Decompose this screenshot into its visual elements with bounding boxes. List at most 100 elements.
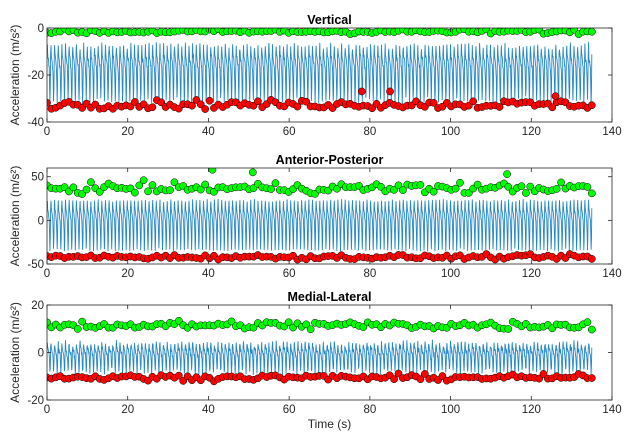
peak-marker [69,183,78,192]
x-tick-label: 0 [44,268,50,280]
plot-area [47,28,596,113]
axes-box [46,304,613,401]
trough-marker [469,97,478,106]
peak-marker [583,318,592,327]
x-tick-label: 20 [121,404,134,416]
peak-marker [451,184,460,193]
outlier-marker [208,168,217,174]
peak-marker [271,179,280,187]
peak-marker [557,178,565,187]
peak-marker [583,183,592,191]
troughs-markers [47,96,596,113]
x-tick-label: 20 [121,268,134,280]
troughs-markers [47,369,596,386]
peaks-markers [47,28,596,38]
trough-marker [548,103,557,112]
peak-marker [587,189,596,198]
x-axis-label: Time (s) [308,417,352,431]
y-tick-label: 0 [38,215,44,227]
peak-marker [473,180,482,189]
x-tick-label: 100 [441,268,460,280]
signal-line [47,41,593,106]
trough-marker [131,98,139,106]
trough-marker [196,100,205,109]
peak-marker [144,187,152,196]
x-tick-label: 60 [283,126,296,138]
peak-marker [267,185,275,193]
x-tick-label: 40 [202,404,215,416]
x-tick-label: 120 [522,126,541,138]
peak-marker [517,182,526,191]
trough-marker [587,374,596,382]
x-tick-label: 0 [44,404,50,416]
peaks-markers [47,176,596,198]
peak-marker [166,186,174,194]
panel-1: 0 20 40 60 80 100 120 140 -40 -20 0 Vertical Acceler… [8,13,622,138]
troughs-markers [47,250,596,264]
peak-marker [135,181,144,190]
peak-marker [87,178,95,186]
y-tick-label: 50 [31,172,44,184]
peak-marker [587,28,596,36]
peak-marker [284,318,293,327]
x-tick-label: 80 [363,268,376,280]
x-tick-label: 140 [602,126,621,138]
y-tick-label: 0 [38,348,44,360]
peak-marker [552,185,561,193]
trough-marker [148,103,157,112]
trough-marker [205,96,214,105]
peak-marker [78,317,86,326]
peak-marker [587,325,596,334]
peak-marker [170,178,179,187]
trough-marker [587,255,596,263]
trough-marker [293,102,302,111]
x-tick-label: 140 [602,404,621,416]
y-tick-label: 0 [38,23,44,35]
x-tick-label: 60 [283,268,296,280]
peak-marker [416,181,425,189]
y-tick-label: -20 [27,70,44,82]
panel-title: Medial-Lateral [287,290,371,304]
peak-marker [526,182,535,191]
peak-marker [306,325,315,334]
peak-marker [359,323,368,331]
x-tick-label: 60 [283,404,296,416]
outlier-marker [386,87,394,96]
peaks-markers [47,316,596,334]
y-tick-label: 20 [31,300,44,312]
x-tick-label: 80 [363,126,376,138]
trough-marker [201,105,210,113]
y-tick-label: -20 [27,395,44,407]
peak-marker [429,187,438,196]
peak-marker [522,189,530,197]
axes-box [46,167,613,265]
panel-title: Anterior-Posterior [276,153,384,167]
peak-marker [227,317,236,326]
panel-3: 0 20 40 60 80 100 120 140-20020Medial-LateralAc… [8,290,622,431]
peak-marker [82,185,91,194]
trough-marker [539,370,548,378]
peak-marker [456,178,464,187]
trough-marker [535,374,543,383]
peak-marker [201,180,210,189]
x-tick-label: 100 [441,126,460,138]
peak-marker [504,182,513,191]
trough-marker [302,97,311,106]
x-tick-label: 40 [202,126,215,138]
x-tick-label: 40 [202,268,215,280]
trough-marker [495,103,504,111]
outlier-marker [503,170,511,178]
peak-marker [394,181,403,190]
outlier-marker [551,92,560,101]
x-tick-label: 100 [441,404,460,416]
x-tick-label: 140 [602,268,621,280]
y-tick-label: -40 [27,117,44,129]
peak-marker [196,185,205,194]
plot-area [47,316,596,386]
x-tick-label: 120 [522,268,541,280]
trough-marker [174,371,183,380]
peak-marker [73,325,82,333]
signal-line [47,339,593,376]
peak-marker [302,320,311,329]
